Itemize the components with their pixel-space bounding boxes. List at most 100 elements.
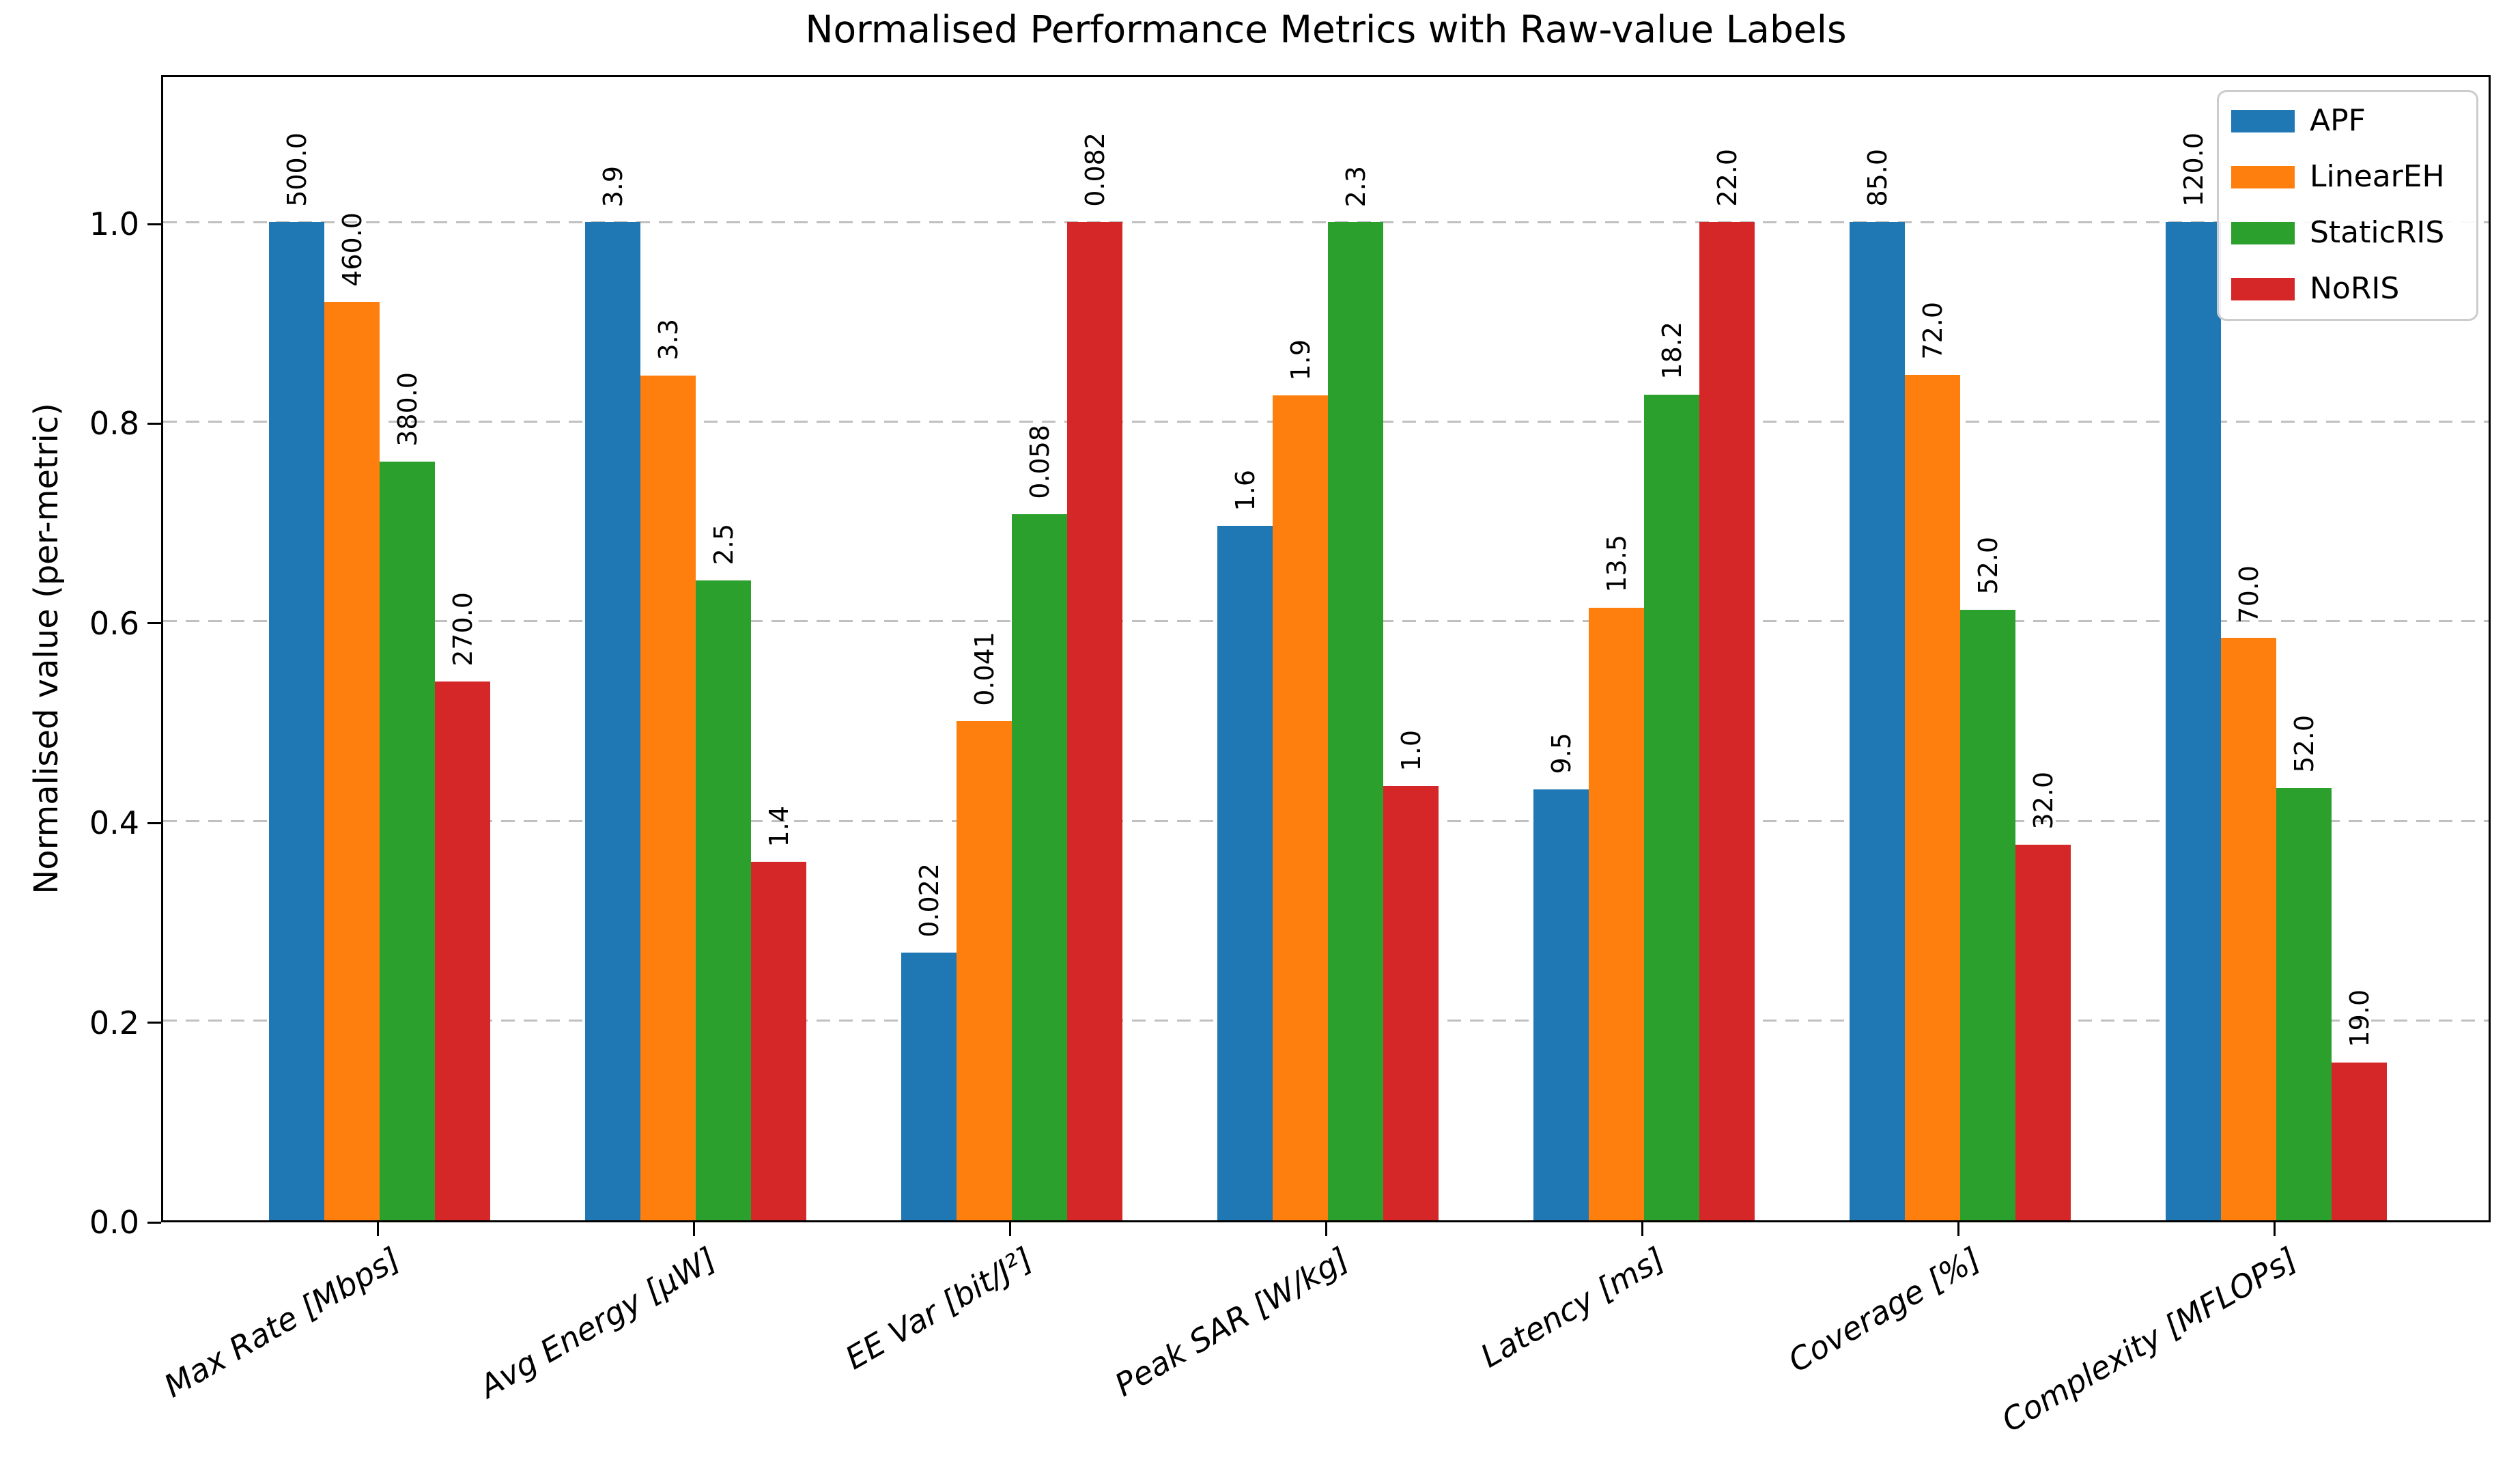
legend-item-lineareh: LinearEH <box>2231 162 2463 192</box>
bar-lineareh-6 <box>1905 374 1960 1220</box>
bar-apf-1 <box>269 222 324 1220</box>
y-tick-mark <box>147 622 161 625</box>
x-tick-mark <box>1641 1222 1643 1236</box>
bar-value-label: 2.3 <box>1340 165 1371 207</box>
bar-lineareh-1 <box>324 302 380 1220</box>
bar-value-label: 85.0 <box>1862 149 1893 207</box>
bar-lineareh-7 <box>2221 638 2276 1220</box>
y-axis-label-strip: Normalised value (per-metric) <box>19 75 74 1222</box>
bar-value-label: 270.0 <box>447 591 478 666</box>
chart-title: Normalised Performance Metrics with Raw-… <box>805 8 1847 51</box>
bar-value-label: 380.0 <box>392 372 423 447</box>
bar-staticris-4 <box>1328 222 1383 1220</box>
bar-value-label: 500.0 <box>281 132 312 207</box>
bar-apf-3 <box>901 952 957 1220</box>
bar-apf-6 <box>1850 222 1905 1220</box>
bar-value-label: 18.2 <box>1656 321 1687 380</box>
x-tick-mark <box>1325 1222 1327 1236</box>
bar-value-label: 72.0 <box>1917 302 1948 360</box>
bar-staticris-2 <box>696 580 751 1220</box>
bar-staticris-7 <box>2276 787 2332 1220</box>
gridline <box>163 221 2489 223</box>
bar-lineareh-2 <box>640 375 696 1220</box>
y-tick-mark <box>147 821 161 824</box>
bar-value-label: 460.0 <box>337 212 367 287</box>
bar-apf-7 <box>2166 222 2221 1220</box>
bar-noris-7 <box>2332 1062 2387 1220</box>
bar-value-label: 52.0 <box>1972 537 2003 595</box>
bar-apf-4 <box>1217 526 1273 1220</box>
bar-value-label: 19.0 <box>2344 989 2375 1048</box>
bar-staticris-5 <box>1644 394 1699 1220</box>
bar-value-label: 13.5 <box>1601 535 1632 593</box>
bar-staticris-1 <box>380 461 435 1220</box>
x-tick-label: Coverage [%] <box>1782 1240 1987 1380</box>
x-tick-label: Peak SAR [W/kg] <box>1108 1240 1355 1404</box>
bar-value-label: 9.5 <box>1546 733 1576 774</box>
x-tick-label: Avg Energy [µW] <box>473 1240 722 1405</box>
bar-apf-5 <box>1533 789 1589 1220</box>
legend-swatch <box>2231 221 2295 244</box>
bar-value-label: 1.0 <box>1396 729 1426 772</box>
bar-lineareh-3 <box>957 721 1012 1220</box>
y-tick-label: 1.0 <box>89 206 139 242</box>
bar-value-label: 0.058 <box>1024 425 1055 499</box>
bar-noris-2 <box>751 862 806 1220</box>
bar-lineareh-4 <box>1273 395 1328 1220</box>
y-tick-label: 0.6 <box>89 604 139 642</box>
legend-item-staticris: StaticRIS <box>2231 218 2463 248</box>
y-tick-mark <box>147 422 161 425</box>
bar-value-label: 1.9 <box>1285 339 1316 381</box>
legend-label: NoRIS <box>2310 271 2400 306</box>
bar-noris-4 <box>1383 786 1439 1220</box>
y-tick-label: 0.8 <box>89 405 139 442</box>
legend-label: LinearEH <box>2310 159 2445 194</box>
bar-noris-5 <box>1699 222 1755 1220</box>
legend-label: APF <box>2310 103 2366 138</box>
bar-value-label: 32.0 <box>2028 772 2058 830</box>
bar-value-label: 0.082 <box>1079 132 1110 207</box>
y-tick-mark <box>147 223 161 225</box>
bar-value-label: 0.022 <box>914 863 944 938</box>
x-tick-label: Max Rate [Mbps] <box>158 1240 406 1405</box>
y-tick-mark <box>147 1022 161 1024</box>
bar-value-label: 70.0 <box>2233 565 2264 623</box>
plot-area: 500.0 460.0 380.0 270.0 3.9 3.3 2.5 1.4 0.022 0.0… <box>161 75 2491 1222</box>
bar-noris-1 <box>435 681 490 1220</box>
x-tick-mark <box>692 1222 695 1236</box>
legend-item-noris: NoRIS <box>2231 274 2463 304</box>
bar-value-label: 3.9 <box>597 165 628 207</box>
y-tick-label: 0.2 <box>89 1004 139 1041</box>
x-tick-mark <box>376 1222 379 1236</box>
x-tick-label: EE Var [bit/J²] <box>838 1240 1038 1377</box>
bar-value-label: 1.4 <box>763 805 794 847</box>
bar-noris-6 <box>2015 844 2071 1220</box>
bar-value-label: 52.0 <box>2289 714 2319 773</box>
bar-value-label: 0.041 <box>969 632 1000 706</box>
bar-staticris-6 <box>1960 609 2015 1220</box>
legend-swatch <box>2231 277 2295 300</box>
bar-lineareh-5 <box>1589 607 1644 1220</box>
bar-noris-3 <box>1067 222 1122 1220</box>
bar-value-label: 22.0 <box>1712 149 1742 207</box>
x-tick-label: Latency [ms] <box>1474 1240 1671 1375</box>
x-tick-label: Complexity [MFLOPs] <box>1995 1240 2303 1439</box>
legend-item-apf: APF <box>2231 106 2463 136</box>
legend-label: StaticRIS <box>2310 215 2445 250</box>
legend: APF LinearEH StaticRIS NoRIS <box>2217 90 2478 321</box>
bar-staticris-3 <box>1012 514 1067 1220</box>
y-tick-label: 0.0 <box>89 1204 139 1241</box>
x-tick-mark <box>1008 1222 1011 1236</box>
bar-apf-2 <box>585 222 640 1220</box>
x-tick-mark <box>1957 1222 1959 1236</box>
y-tick-mark <box>147 1221 161 1224</box>
bar-value-label: 3.3 <box>653 319 683 361</box>
y-tick-label: 0.4 <box>89 804 139 842</box>
legend-swatch <box>2231 109 2295 132</box>
bar-value-label: 120.0 <box>2178 132 2209 207</box>
bar-value-label: 2.5 <box>708 524 739 565</box>
bar-value-label: 1.6 <box>1230 469 1260 511</box>
x-tick-mark <box>2273 1222 2276 1236</box>
legend-swatch <box>2231 165 2295 188</box>
